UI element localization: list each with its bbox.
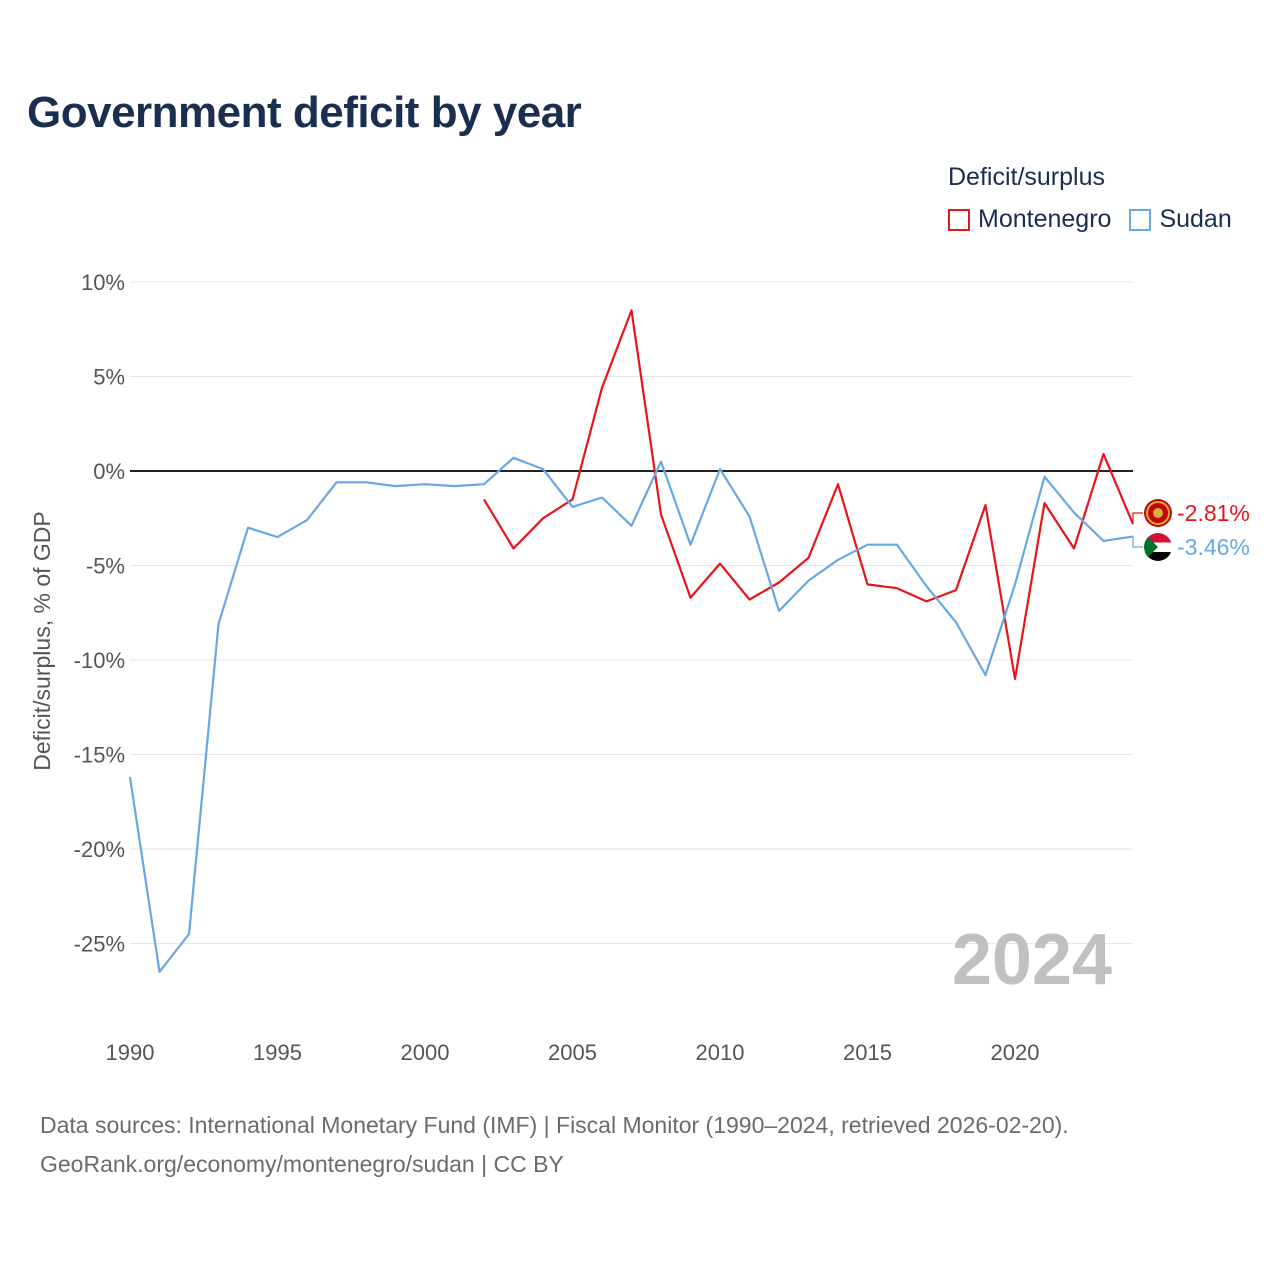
end-label-connector xyxy=(1132,536,1143,548)
sudan-flag-icon xyxy=(1144,533,1172,561)
end-markers xyxy=(1144,499,1172,561)
gridlines xyxy=(130,281,1133,944)
series-line-montenegro[interactable] xyxy=(483,309,1135,681)
series-lines xyxy=(128,309,1135,973)
legend-item-montenegro[interactable]: Montenegro xyxy=(948,205,1111,234)
x-tick-label: 2010 xyxy=(696,1040,745,1065)
end-label-sudan: -3.46% xyxy=(1177,534,1250,560)
y-tick-label: 5% xyxy=(93,365,125,390)
y-tick-label: -5% xyxy=(86,554,125,579)
x-tick-label: 2015 xyxy=(843,1040,892,1065)
y-tick-label: -15% xyxy=(74,743,125,768)
montenegro-flag-icon xyxy=(1144,499,1172,527)
end-label-connector xyxy=(1132,512,1143,525)
legend-swatch-sudan xyxy=(1129,208,1152,231)
legend: Montenegro Sudan xyxy=(948,205,1250,234)
data-source-text: Data sources: International Monetary Fun… xyxy=(40,1112,1069,1138)
y-axis-label: Deficit/surplus, % of GDP xyxy=(29,511,55,770)
legend-swatch-montenegro xyxy=(948,208,970,231)
legend-item-sudan[interactable]: Sudan xyxy=(1129,205,1232,234)
x-tick-label: 2020 xyxy=(991,1040,1040,1065)
y-axis-ticks: 10% 5% 0% -5% -10% -15% -20% -25% xyxy=(74,270,125,957)
x-tick-label: 1990 xyxy=(106,1040,155,1065)
end-label-montenegro: -2.81% xyxy=(1177,500,1250,526)
series-line-sudan[interactable] xyxy=(128,456,1134,973)
x-tick-label: 2000 xyxy=(401,1040,450,1065)
chart-title: Government deficit by year xyxy=(27,88,582,137)
x-tick-label: 2005 xyxy=(548,1040,597,1065)
legend-label-montenegro: Montenegro xyxy=(978,205,1112,233)
y-tick-label: -20% xyxy=(74,837,125,862)
footer: Data sources: International Monetary Fun… xyxy=(40,1106,1069,1184)
y-tick-label: -10% xyxy=(74,648,125,673)
y-tick-label: 10% xyxy=(81,270,125,295)
end-labels: -2.81% -3.46% xyxy=(1132,500,1250,560)
x-axis-ticks: 1990 1995 2000 2005 2010 2015 2020 xyxy=(106,1040,1040,1065)
legend-title: Deficit/surplus xyxy=(948,163,1105,191)
year-watermark: 2024 xyxy=(952,920,1112,1000)
source-url-text: GeoRank.org/economy/montenegro/sudan | C… xyxy=(40,1151,564,1177)
x-tick-label: 1995 xyxy=(253,1040,302,1065)
y-tick-label: 0% xyxy=(93,459,125,484)
y-tick-label: -25% xyxy=(74,932,125,957)
legend-label-sudan: Sudan xyxy=(1159,205,1232,233)
